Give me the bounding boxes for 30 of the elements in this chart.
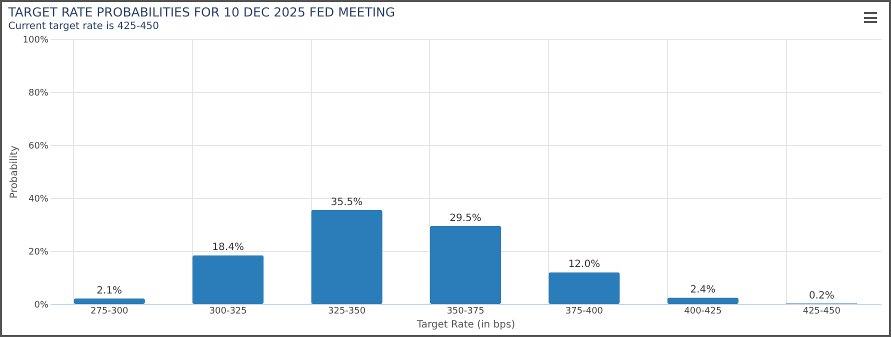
- x-tick-label: 275-300: [90, 306, 128, 316]
- y-tick-label: 80%: [28, 88, 49, 98]
- y-tick-label: 60%: [28, 142, 49, 152]
- bar: [430, 226, 502, 304]
- data-label: 18.4%: [212, 242, 244, 254]
- bar: [548, 272, 620, 304]
- bar: [667, 298, 739, 304]
- data-label: 2.4%: [690, 284, 716, 296]
- bar: [192, 255, 264, 304]
- x-tick-label: 375-400: [565, 306, 604, 316]
- chart-title: TARGET RATE PROBABILITIES FOR 10 DEC 2025 FED MEETING: [7, 4, 396, 20]
- x-tick-label: 425-450: [802, 306, 841, 316]
- x-tick-label: 350-375: [446, 306, 484, 316]
- y-tick-label: 100%: [22, 36, 49, 46]
- x-tick-label: 400-425: [684, 306, 722, 316]
- y-tick-label: 20%: [28, 248, 49, 258]
- y-tick-label: 0%: [34, 300, 49, 310]
- data-label: 29.5%: [450, 212, 482, 224]
- chart-subtitle: Current target rate is 425-450: [8, 21, 160, 32]
- y-tick-label: 40%: [28, 194, 49, 204]
- x-tick-label: 300-325: [209, 306, 247, 316]
- bar: [74, 298, 145, 304]
- y-axis-title: Probability: [8, 145, 20, 198]
- data-label: 0.2%: [808, 290, 834, 302]
- x-tick-label: 325-350: [328, 306, 366, 316]
- data-label: 12.0%: [568, 259, 600, 270]
- data-label: 35.5%: [330, 196, 363, 208]
- data-label: 2.1%: [96, 285, 122, 296]
- x-axis-title: Target Rate (in bps): [416, 320, 516, 330]
- bar: [311, 210, 382, 304]
